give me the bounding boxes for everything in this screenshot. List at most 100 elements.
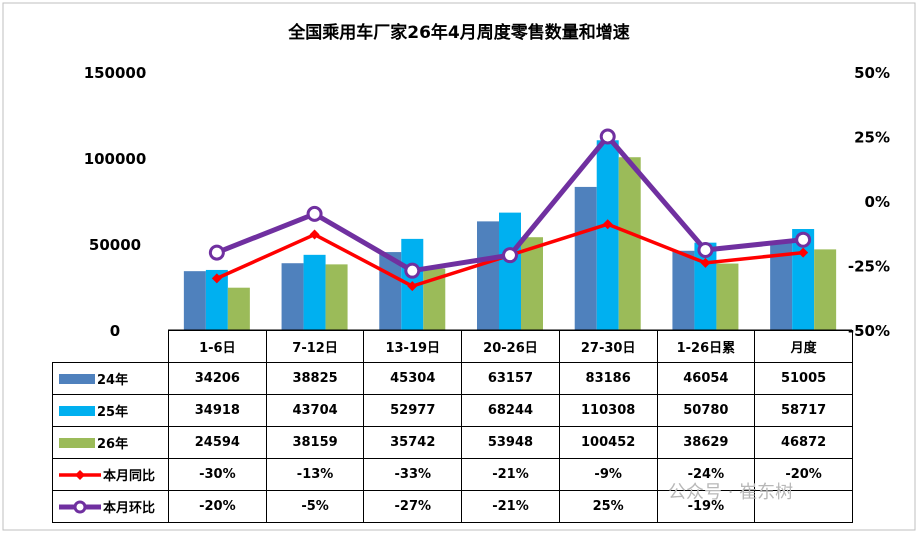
- bar-24年-3: [477, 221, 499, 330]
- value-cell-25年-6: 58717: [754, 394, 853, 427]
- bar-26年-0: [227, 287, 250, 330]
- value-cell-24年-3: 63157: [461, 362, 560, 395]
- marker-本月同比-2: [407, 281, 418, 292]
- value-cell-本月同比-1: -13%: [265, 458, 365, 491]
- marker-本月同比-0: [211, 273, 222, 284]
- legend-swatch-24年: [59, 373, 95, 384]
- bar-26年-5: [716, 263, 739, 330]
- marker-本月环比-3: [502, 247, 518, 264]
- marker-本月同比-1: [309, 229, 320, 240]
- legend-cell-25年: 25年: [52, 394, 169, 427]
- marker-本月同比-4: [602, 219, 613, 230]
- value-cell-24年-6: 51005: [754, 362, 853, 395]
- y-right-tick-label: 0%: [865, 193, 890, 211]
- legend-label-24年: 24年: [97, 373, 129, 388]
- bar-24年-1: [281, 263, 304, 330]
- legend-cell-26年: 26年: [52, 426, 169, 459]
- value-cell-本月同比-2: -33%: [363, 458, 463, 491]
- marker-本月环比-5: [697, 242, 714, 259]
- category-label-2: 13-19日: [363, 330, 463, 363]
- value-cell-本月同比-0: -30%: [168, 458, 267, 491]
- data-table: 1-6日 7-12日 13-19日 20-26日 27-30日 1-26日累 月度 24年 34…: [52, 330, 853, 523]
- bar-25年-3: [499, 212, 521, 330]
- bar-26年-3: [521, 237, 543, 330]
- y-left-tick-label: 50000: [89, 236, 141, 254]
- watermark-text: 公众号 · 崔东树: [668, 482, 794, 503]
- value-cell-25年-0: 34918: [168, 394, 267, 427]
- value-cell-26年-5: 38629: [656, 426, 756, 459]
- legend-label-26年: 26年: [97, 437, 129, 452]
- bar-24年-5: [672, 250, 695, 330]
- y-right-tick-label: -25%: [848, 258, 890, 276]
- value-cell-24年-1: 38825: [265, 362, 365, 395]
- value-cell-本月环比-2: -27%: [363, 490, 463, 523]
- table-row: 本月环比 -20% -5% -27% -21% 25% -19%: [52, 490, 853, 523]
- category-label-0: 1-6日: [168, 330, 267, 363]
- bar-25年-0: [205, 269, 228, 330]
- value-cell-24年-5: 46054: [656, 362, 756, 395]
- value-cell-本月环比-4: 25%: [558, 490, 658, 523]
- bar-26年-4: [618, 157, 641, 330]
- y-right-tick-label: 50%: [854, 64, 890, 82]
- marker-本月环比-0: [208, 244, 225, 261]
- table-row: 本月同比 -30% -13% -33% -21% -9% -24% -20%: [52, 458, 853, 491]
- marker-本月同比-5: [700, 257, 711, 268]
- y-right-tick-label: -50%: [848, 322, 890, 340]
- bar-25年-1: [303, 254, 326, 330]
- value-cell-25年-3: 68244: [461, 394, 560, 427]
- value-cell-本月同比-6: -20%: [754, 458, 853, 491]
- value-cell-26年-0: 24594: [168, 426, 267, 459]
- y-left-tick-label: 100000: [84, 150, 147, 168]
- value-cell-本月环比-1: -5%: [265, 490, 365, 523]
- bar-25年-4: [596, 140, 619, 330]
- category-label-1: 7-12日: [265, 330, 365, 363]
- value-cell-24年-4: 83186: [558, 362, 658, 395]
- bar-26年-2: [423, 268, 446, 330]
- marker-本月同比-6: [798, 247, 809, 258]
- table-row: 24年 34206 38825 45304 63157 83186 46054 51005: [52, 362, 853, 395]
- y-left-tick-label: 150000: [84, 64, 147, 82]
- table-row: 26年 24594 38159 35742 53948 100452 38629 46872: [52, 426, 853, 459]
- value-cell-本月同比-3: -21%: [461, 458, 560, 491]
- bar-24年-4: [574, 186, 597, 330]
- marker-本月环比-1: [306, 205, 323, 222]
- marker-本月环比-6: [795, 231, 812, 248]
- marker-本月环比-4: [599, 128, 616, 145]
- table-corner-cell: [52, 330, 169, 363]
- bar-24年-0: [183, 271, 206, 330]
- category-label-6: 月度: [754, 330, 853, 363]
- category-label-4: 27-30日: [558, 330, 658, 363]
- table-header-row: 1-6日 7-12日 13-19日 20-26日 27-30日 1-26日累 月度: [52, 330, 853, 363]
- value-cell-25年-4: 110308: [558, 394, 658, 427]
- value-cell-26年-1: 38159: [265, 426, 365, 459]
- value-cell-本月环比-5: -19%: [656, 490, 756, 523]
- y-right-tick-label: 25%: [854, 129, 890, 147]
- legend-label-25年: 25年: [97, 405, 129, 420]
- bar-26年-1: [325, 264, 348, 330]
- value-cell-本月同比-4: -9%: [558, 458, 658, 491]
- bar-24年-6: [770, 242, 793, 330]
- legend-cell-本月环比: 本月环比: [52, 490, 169, 523]
- value-cell-25年-1: 43704: [265, 394, 365, 427]
- legend-line-key-本月环比: [59, 500, 101, 514]
- value-cell-本月环比-0: -20%: [168, 490, 267, 523]
- legend-label-本月环比: 本月环比: [103, 501, 156, 516]
- value-cell-26年-3: 53948: [461, 426, 560, 459]
- value-cell-24年-0: 34206: [168, 362, 267, 395]
- chart-title: 全国乘用车厂家26年4月周度零售数量和增速: [288, 23, 630, 43]
- legend-line-key-本月同比: [59, 468, 101, 482]
- marker-本月环比-2: [404, 262, 421, 279]
- category-label-5: 1-26日累: [656, 330, 756, 363]
- value-cell-26年-4: 100452: [558, 426, 658, 459]
- value-cell-25年-2: 52977: [363, 394, 463, 427]
- value-cell-本月环比-3: -21%: [461, 490, 560, 523]
- bar-25年-5: [694, 242, 717, 330]
- value-cell-25年-5: 50780: [656, 394, 756, 427]
- value-cell-26年-2: 35742: [363, 426, 463, 459]
- legend-swatch-25年: [59, 405, 95, 416]
- legend-swatch-26年: [59, 437, 95, 448]
- value-cell-本月环比-6: [754, 490, 853, 523]
- bar-26年-6: [814, 249, 837, 330]
